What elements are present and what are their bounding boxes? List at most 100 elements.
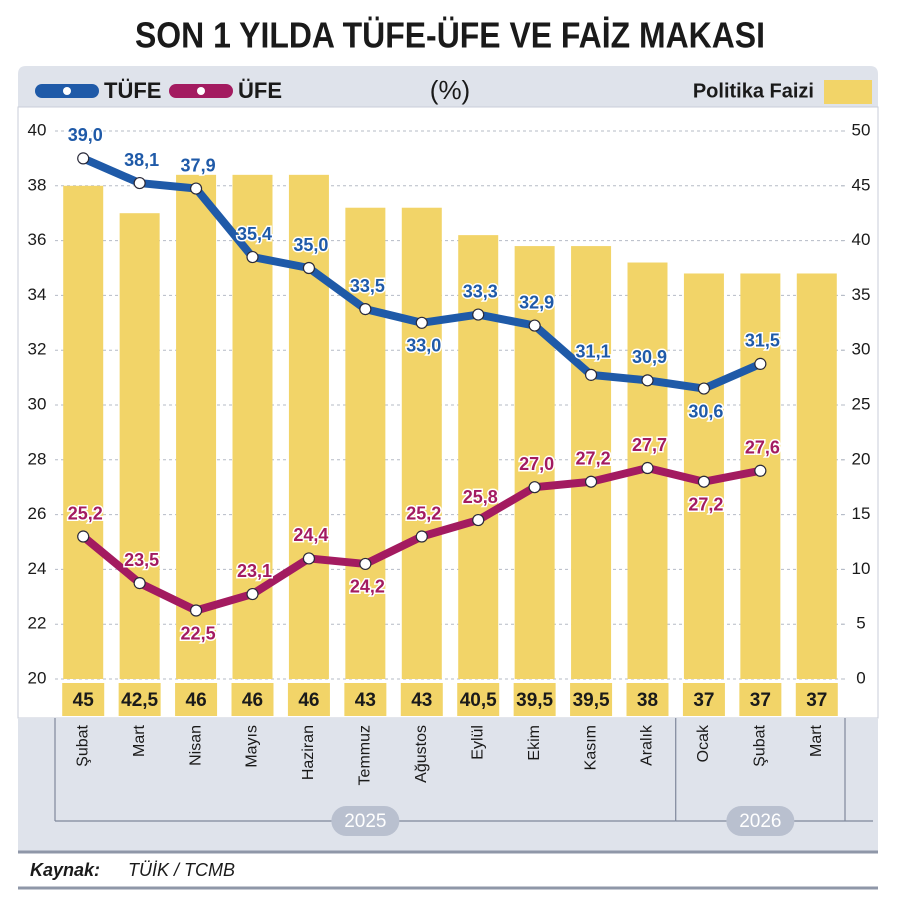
x-tick-label: Nisan — [187, 725, 204, 766]
bar-value-label: 39,5 — [516, 690, 553, 711]
bar-value-label: 43 — [355, 690, 376, 711]
y2-tick-label: 5 — [856, 614, 865, 633]
y-tick-label: 36 — [28, 230, 47, 249]
data-label: 35,0 — [293, 235, 328, 255]
bar — [401, 207, 442, 679]
bar-label-box — [739, 683, 782, 716]
point — [584, 475, 598, 488]
y2-tick-label: 0 — [856, 668, 865, 687]
bar — [288, 174, 329, 679]
data-label: 33,3 — [463, 281, 498, 301]
group-label: 2026 — [739, 811, 781, 832]
plot-panel — [17, 106, 879, 719]
data-label: 27,7 — [632, 435, 667, 455]
bar-value-label: 42,5 — [121, 690, 158, 711]
bar-label-box — [682, 683, 725, 716]
y2-tick-label: 25 — [852, 394, 871, 413]
point — [697, 475, 711, 488]
bar-value-label: 43 — [411, 690, 432, 711]
bar-value-label: 38 — [637, 690, 658, 711]
x-tick-label: Ekim — [526, 725, 543, 761]
data-label: 33,5 — [350, 276, 385, 296]
x-tick-label: Şubat — [74, 724, 91, 766]
x-tick-label: Haziran — [300, 725, 317, 780]
point — [415, 530, 428, 543]
data-label: 24,4 — [293, 525, 328, 545]
bar-value-label: 46 — [242, 690, 263, 711]
y-tick-label: 32 — [28, 340, 47, 359]
point — [246, 250, 259, 264]
point — [133, 576, 146, 590]
bar-label-box — [231, 683, 274, 716]
legend-swatch — [824, 80, 872, 104]
data-label: 33,0 — [406, 336, 441, 356]
point — [133, 176, 146, 190]
bar-label-box — [457, 683, 500, 716]
data-label: 31,5 — [745, 331, 780, 351]
y-tick-label: 20 — [28, 668, 47, 687]
bar-value-label: 46 — [186, 690, 207, 711]
bar-label-box — [795, 683, 838, 716]
y2-tick-label: 45 — [852, 175, 871, 194]
point — [359, 303, 372, 316]
bar — [345, 207, 386, 679]
data-label: 25,2 — [68, 503, 103, 523]
point — [528, 319, 541, 332]
data-label: 30,9 — [632, 347, 667, 367]
point — [302, 552, 316, 565]
x-tick-label: Mart — [808, 724, 825, 757]
data-label: 39,0 — [68, 125, 103, 145]
x-tick-label: Temmuz — [357, 725, 374, 785]
point — [472, 513, 485, 527]
bar-label-box — [62, 683, 105, 716]
bar-value-label: 46 — [298, 690, 319, 711]
source: TÜİK / TCMB — [128, 860, 235, 880]
bar-value-label: 40,5 — [460, 690, 497, 711]
group-pill — [726, 806, 795, 836]
data-label: 27,2 — [576, 448, 611, 468]
y2-tick-label: 35 — [852, 285, 871, 304]
bar — [571, 246, 612, 679]
x-tick-label: Eylül — [469, 725, 486, 760]
point — [584, 368, 598, 381]
data-label: 32,9 — [519, 292, 554, 312]
y2-tick-label: 30 — [852, 340, 871, 359]
y2-tick-label: 50 — [852, 120, 871, 139]
bar-label-box — [570, 683, 613, 716]
source-label: Kaynak: — [30, 860, 100, 880]
plot: 2022242628303234363840051015202530354045… — [28, 120, 873, 836]
bar — [119, 213, 160, 679]
bar — [796, 273, 837, 679]
point — [77, 530, 90, 543]
bar-label-box — [626, 683, 669, 716]
x-tick-label: Ocak — [695, 724, 712, 762]
point — [246, 587, 259, 601]
data-label: 23,1 — [237, 561, 272, 581]
data-label: 23,5 — [124, 550, 159, 570]
group-label: 2025 — [344, 811, 386, 832]
y-tick-label: 28 — [28, 449, 47, 468]
data-label: 27,6 — [745, 438, 780, 458]
point — [472, 308, 485, 321]
data-label: 35,4 — [237, 224, 272, 244]
bar-label-box — [175, 683, 218, 716]
point — [359, 557, 372, 571]
data-label: 30,6 — [688, 401, 723, 421]
legend-label: Politika Faizi — [693, 80, 814, 102]
y-tick-label: 26 — [28, 504, 47, 523]
chart-title: SON 1 YILDA TÜFE-ÜFE VE FAİZ MAKASI — [135, 15, 765, 56]
point — [302, 261, 316, 275]
bar — [232, 174, 273, 679]
point — [641, 461, 654, 475]
bar — [458, 235, 499, 679]
bar-value-label: 39,5 — [573, 690, 610, 711]
y-tick-label: 24 — [28, 559, 47, 578]
point — [415, 316, 428, 329]
data-label: 31,1 — [576, 342, 611, 362]
data-label: 25,2 — [406, 503, 441, 523]
point — [189, 604, 203, 617]
bar-label-box — [287, 683, 330, 716]
bar-label-box — [344, 683, 387, 716]
y2-tick-label: 15 — [852, 504, 871, 523]
